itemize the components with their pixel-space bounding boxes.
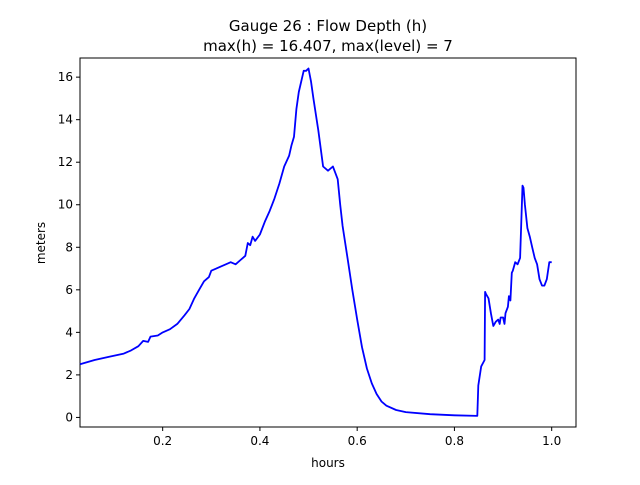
y-tick-label: 10 bbox=[58, 198, 73, 212]
chart-subtitle: max(h) = 16.407, max(level) = 7 bbox=[203, 37, 453, 55]
series-group bbox=[79, 67, 552, 417]
x-axis-ticks: 0.2 0.4 0.6 0.8 1.0 bbox=[153, 427, 561, 448]
x-tick-label: 1.0 bbox=[542, 434, 561, 448]
y-tick-label: 16 bbox=[58, 70, 73, 84]
y-tick-label: 0 bbox=[65, 410, 73, 424]
y-axis-ticks: 0 2 4 6 8 10 12 14 16 bbox=[58, 70, 80, 424]
y-tick-label: 2 bbox=[65, 368, 73, 382]
y-tick-label: 6 bbox=[65, 283, 73, 297]
chart-title: Gauge 26 : Flow Depth (h) bbox=[229, 17, 427, 35]
series-line bbox=[79, 67, 552, 417]
y-tick-label: 12 bbox=[58, 155, 73, 169]
x-tick-label: 0.2 bbox=[153, 434, 172, 448]
y-axis-label: meters bbox=[34, 222, 48, 264]
plot-frame bbox=[79, 57, 577, 428]
x-axis-label: hours bbox=[311, 456, 345, 470]
y-tick-label: 14 bbox=[58, 113, 73, 127]
x-tick-label: 0.6 bbox=[348, 434, 367, 448]
x-tick-label: 0.4 bbox=[250, 434, 269, 448]
x-tick-label: 0.8 bbox=[445, 434, 464, 448]
y-tick-label: 8 bbox=[65, 240, 73, 254]
y-tick-label: 4 bbox=[65, 325, 73, 339]
